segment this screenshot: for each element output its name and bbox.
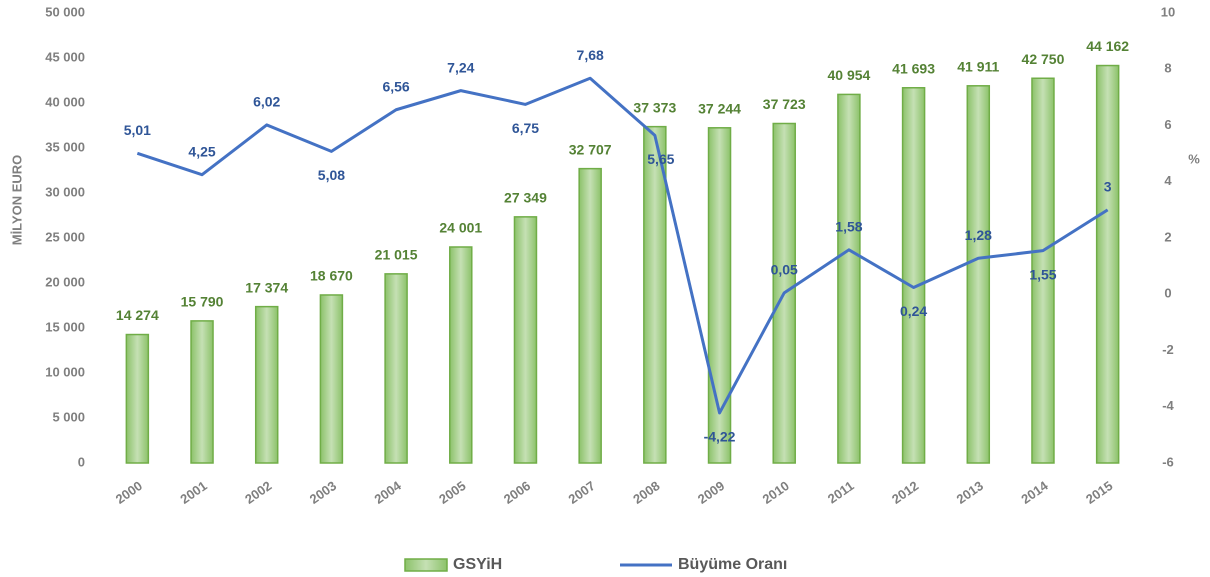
line-value-label: 0,05 xyxy=(771,262,798,278)
line-value-label: -4,22 xyxy=(704,429,736,445)
bar-value-label: 24 001 xyxy=(439,220,482,236)
y-tick-label: 25 000 xyxy=(45,229,85,244)
y2-tick-label: -6 xyxy=(1162,454,1174,469)
y2-tick-label: -4 xyxy=(1162,398,1174,413)
y-tick-label: 0 xyxy=(78,454,85,469)
bar xyxy=(190,320,214,464)
x-tick-label: 2003 xyxy=(307,478,339,507)
line-value-label: 1,28 xyxy=(965,227,992,243)
bar-value-label: 44 162 xyxy=(1086,38,1129,54)
y-tick-label: 30 000 xyxy=(45,184,85,199)
x-tick-label: 2005 xyxy=(436,478,468,507)
line-value-label: 0,24 xyxy=(900,303,927,319)
bar-value-label: 37 244 xyxy=(698,101,741,117)
x-tick-label: 2015 xyxy=(1083,478,1115,507)
x-tick-label: 2001 xyxy=(177,478,209,507)
line-value-label: 5,08 xyxy=(318,167,345,183)
legend-label: Büyüme Oranı xyxy=(678,556,787,573)
x-tick-label: 2010 xyxy=(760,478,792,507)
x-tick-label: 2007 xyxy=(566,478,598,507)
line-value-label: 7,68 xyxy=(577,47,604,63)
bar xyxy=(513,216,538,464)
bar-value-label: 42 750 xyxy=(1022,51,1065,67)
bar-value-label: 37 723 xyxy=(763,96,806,112)
y2-tick-label: 0 xyxy=(1164,286,1171,301)
bar xyxy=(707,127,732,464)
line-value-label: 5,01 xyxy=(124,122,151,138)
line-value-label: 6,75 xyxy=(512,120,539,136)
y-tick-label: 35 000 xyxy=(45,139,85,154)
x-tick-label: 2009 xyxy=(695,478,727,507)
y-axis-label: MİLYON EURO xyxy=(9,155,24,246)
bar-value-label: 15 790 xyxy=(181,294,224,310)
x-tick-label: 2002 xyxy=(242,478,274,507)
y2-tick-label: 6 xyxy=(1164,117,1171,132)
bar-value-label: 21 015 xyxy=(375,247,418,263)
bar-value-label: 41 693 xyxy=(892,60,935,76)
line-value-label: 3 xyxy=(1104,179,1112,195)
bar-value-label: 17 374 xyxy=(245,279,288,295)
bar-value-label: 37 373 xyxy=(633,99,676,115)
bar xyxy=(449,246,473,464)
y-tick-label: 5 000 xyxy=(52,409,85,424)
bar-value-label: 32 707 xyxy=(569,141,612,157)
x-tick-label: 2013 xyxy=(954,478,986,507)
bar-value-label: 27 349 xyxy=(504,190,547,206)
bar-value-label: 40 954 xyxy=(827,67,870,83)
x-tick-label: 2000 xyxy=(113,478,145,507)
x-tick-label: 2004 xyxy=(371,478,404,507)
bar-value-label: 41 911 xyxy=(957,59,999,75)
y2-tick-label: 4 xyxy=(1164,173,1172,188)
line-value-label: 1,58 xyxy=(835,219,862,235)
y2-axis-label: % xyxy=(1188,151,1200,166)
x-tick-label: 2012 xyxy=(889,478,921,507)
line-value-label: 7,24 xyxy=(447,59,474,75)
bar xyxy=(1031,77,1055,464)
y2-tick-label: 8 xyxy=(1164,61,1171,76)
y-tick-label: 40 000 xyxy=(45,94,85,109)
bar xyxy=(319,294,344,464)
line-value-label: 6,02 xyxy=(253,94,280,110)
y2-tick-label: 10 xyxy=(1161,4,1175,19)
line-value-label: 5,65 xyxy=(647,151,674,167)
line-value-label: 4,25 xyxy=(188,143,215,159)
y-tick-label: 20 000 xyxy=(45,274,85,289)
line-value-label: 1,55 xyxy=(1029,266,1056,282)
legend-swatch xyxy=(404,558,448,572)
x-tick-label: 2011 xyxy=(825,478,857,506)
y-tick-label: 10 000 xyxy=(45,364,85,379)
bar xyxy=(578,167,602,464)
bar-value-label: 14 274 xyxy=(116,307,159,323)
bar xyxy=(966,85,991,464)
bar xyxy=(643,125,667,464)
bar xyxy=(837,93,861,464)
bar xyxy=(901,87,926,464)
x-tick-label: 2006 xyxy=(501,478,533,507)
x-tick-label: 2014 xyxy=(1018,478,1051,507)
legend-label: GSYiH xyxy=(453,556,502,573)
y-tick-label: 15 000 xyxy=(45,319,85,334)
y-tick-label: 50 000 xyxy=(45,4,85,19)
bar xyxy=(1095,64,1120,464)
y-tick-label: 45 000 xyxy=(45,49,85,64)
y2-tick-label: 2 xyxy=(1164,229,1171,244)
x-tick-label: 2008 xyxy=(630,478,662,507)
line xyxy=(136,76,1109,415)
bar xyxy=(125,333,150,464)
bar xyxy=(384,273,408,464)
bar-value-label: 18 670 xyxy=(310,268,353,284)
y2-tick-label: -2 xyxy=(1162,342,1174,357)
bar xyxy=(254,305,279,464)
line-value-label: 6,56 xyxy=(382,78,409,94)
